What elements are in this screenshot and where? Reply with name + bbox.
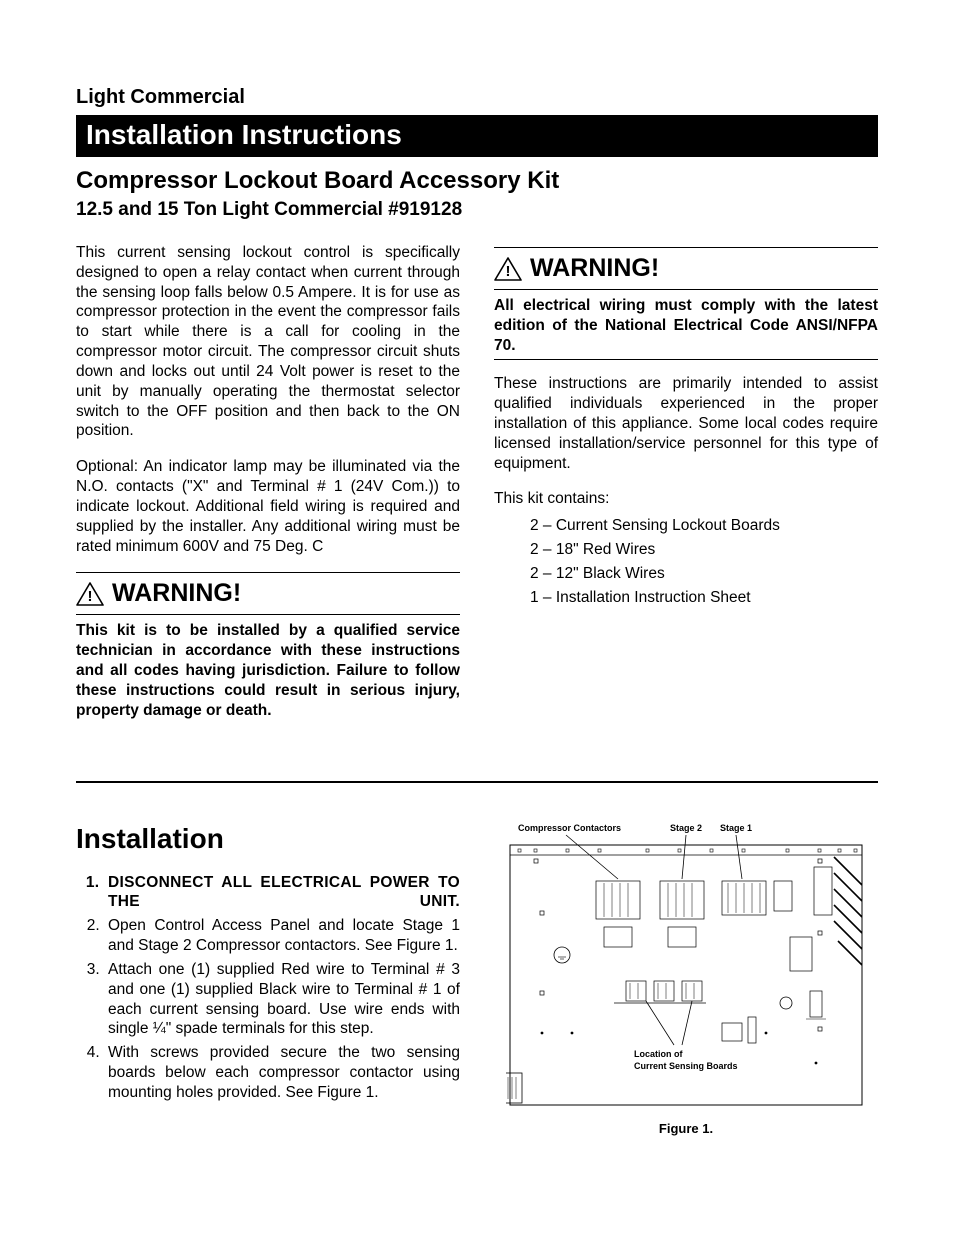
title-bar: Installation Instructions — [76, 115, 878, 157]
product-title: Compressor Lockout Board Accessory Kit — [76, 167, 878, 195]
warning-triangle-icon: ! — [76, 582, 104, 606]
category-label: Light Commercial — [76, 86, 878, 109]
svg-text:!: ! — [506, 263, 511, 280]
kit-list: 2 – Current Sensing Lockout Boards 2 – 1… — [494, 514, 878, 610]
intro-right-col: ! WARNING! All electrical wiring must co… — [494, 243, 878, 721]
installation-section: Installation DISCONNECT ALL ELECTRICAL P… — [76, 823, 878, 1136]
installation-heading: Installation — [76, 823, 460, 855]
intro-paragraph-1: This current sensing lockout control is … — [76, 243, 460, 441]
intro-columns: This current sensing lockout control is … — [76, 243, 878, 721]
right-paragraph-1: These instructions are primarily intende… — [494, 374, 878, 473]
fig1-label-stage2: Stage 2 — [670, 823, 702, 833]
warning-rule-mid-r — [494, 289, 878, 290]
warning-title-right: WARNING! — [530, 254, 659, 283]
fig1-label-stage1: Stage 1 — [720, 823, 752, 833]
warning-body-right: All electrical wiring must comply with t… — [494, 296, 878, 355]
step-4: With screws provided secure the two sens… — [104, 1043, 460, 1102]
fig1-label-location1: Location of — [634, 1049, 683, 1059]
kit-contains-label: This kit contains: — [494, 490, 878, 508]
warning-rule-top-r — [494, 247, 878, 248]
warning-heading-left: ! WARNING! — [76, 577, 460, 610]
figure-1-diagram: Compressor Contactors Stage 2 Stage 1 Lo… — [506, 823, 866, 1109]
kit-item: 1 – Installation Instruction Sheet — [530, 586, 878, 610]
warning-triangle-icon: ! — [494, 257, 522, 281]
installation-left-col: Installation DISCONNECT ALL ELECTRICAL P… — [76, 823, 460, 1136]
step-3: Attach one (1) supplied Red wire to Term… — [104, 960, 460, 1039]
product-subtitle: 12.5 and 15 Ton Light Commercial #919128 — [76, 199, 878, 221]
warning-body-left: This kit is to be installed by a qualifi… — [76, 621, 460, 720]
section-divider — [76, 781, 878, 783]
warning-rule-bot-r — [494, 359, 878, 360]
installation-right-col: Compressor Contactors Stage 2 Stage 1 Lo… — [494, 823, 878, 1136]
warning-heading-right: ! WARNING! — [494, 252, 878, 285]
fig1-label-contactors: Compressor Contactors — [518, 823, 621, 833]
warning-rule-mid — [76, 614, 460, 615]
page: Light Commercial Installation Instructio… — [0, 0, 954, 1235]
warning-title-left: WARNING! — [112, 579, 241, 608]
kit-item: 2 – 18" Red Wires — [530, 538, 878, 562]
figure-1-wrap: Compressor Contactors Stage 2 Stage 1 Lo… — [494, 823, 878, 1136]
figure-1-caption: Figure 1. — [659, 1121, 713, 1136]
installation-steps: DISCONNECT ALL ELECTRICAL POWER TO THE U… — [76, 873, 460, 1103]
kit-item: 2 – 12" Black Wires — [530, 562, 878, 586]
kit-item: 2 – Current Sensing Lockout Boards — [530, 514, 878, 538]
step-1: DISCONNECT ALL ELECTRICAL POWER TO THE U… — [104, 873, 460, 913]
svg-text:!: ! — [88, 588, 93, 605]
step-2: Open Control Access Panel and locate Sta… — [104, 916, 460, 956]
intro-paragraph-2: Optional: An indicator lamp may be illum… — [76, 457, 460, 556]
fig1-label-location2: Current Sensing Boards — [634, 1061, 738, 1071]
intro-left-col: This current sensing lockout control is … — [76, 243, 460, 721]
warning-rule-top — [76, 572, 460, 573]
